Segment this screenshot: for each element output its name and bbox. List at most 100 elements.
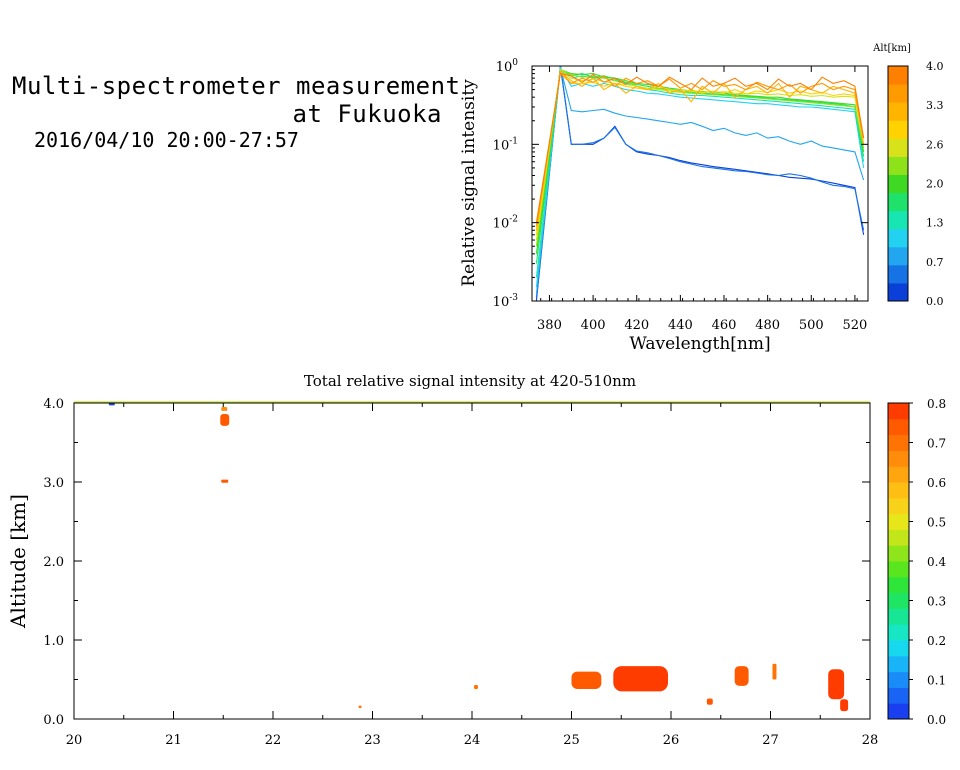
spectrum-y-tick-base: 10 <box>493 217 510 232</box>
spectrum-series-line <box>535 68 865 247</box>
intensity-colorbar-band <box>888 403 909 420</box>
spectrum-x-tick-label: 460 <box>712 318 737 333</box>
spectrum-y-tick-exp: -2 <box>509 215 518 225</box>
heatmap-x-tick-label: 28 <box>862 733 879 748</box>
intensity-colorbar: 0.0 0.1 0.2 0.3 0.4 0.5 0.6 0.7 0.8 <box>887 397 946 727</box>
altitude-colorbar-band <box>888 228 908 248</box>
intensity-colorbar-label: 0.3 <box>927 595 946 609</box>
intensity-colorbar-band <box>888 434 909 451</box>
heatmap-x-tick-label: 24 <box>464 733 481 748</box>
altitude-colorbar-label: 2.0 <box>926 178 944 191</box>
heatmap-x-tick-label: 21 <box>165 733 182 748</box>
spectrum-series-line <box>535 68 865 254</box>
spectrum-x-ticks: 380 400 420 440 460 480 500 520 <box>537 66 867 333</box>
heatmap-y-axis-label: Altitude [km] <box>6 494 30 629</box>
intensity-colorbar-band <box>888 466 909 483</box>
spectrum-y-tick-label: 100 <box>496 58 519 75</box>
altitude-colorbar-band <box>888 66 908 85</box>
spectrum-series-line <box>535 67 865 295</box>
altitude-colorbar-label: 0.0 <box>926 295 944 308</box>
altitude-colorbar-label: 4.0 <box>926 60 944 73</box>
intensity-colorbar-band <box>888 450 909 467</box>
spectrum-lines <box>535 65 865 302</box>
heatmap-cell <box>221 479 229 483</box>
chart-title-line2: at Fukuoka <box>292 100 442 128</box>
intensity-colorbar-band <box>888 608 909 625</box>
spectrum-series-line <box>535 70 865 235</box>
heatmap-plot-frame <box>73 402 871 720</box>
intensity-colorbar-band <box>888 497 909 515</box>
intensity-colorbar-band <box>888 671 909 688</box>
intensity-colorbar-band <box>888 592 909 609</box>
heatmap-cell <box>828 669 845 700</box>
spectrum-y-tick-base: 10 <box>493 138 510 153</box>
intensity-colorbar-band <box>888 687 909 704</box>
spectrum-series-line <box>535 65 865 298</box>
intensity-colorbar-label: 0.5 <box>927 516 946 530</box>
title-block: Multi-spectrometer measurement at Fukuok… <box>12 72 461 128</box>
altitude-colorbar-band <box>888 156 908 175</box>
spectrum-y-axis-label: Relative signal intensity <box>459 79 479 287</box>
intensity-colorbar-band <box>888 703 909 720</box>
heatmap-x-tick-label: 25 <box>563 733 580 748</box>
heatmap-cell <box>772 663 777 680</box>
spectrum-x-tick-label: 420 <box>624 318 649 333</box>
intensity-colorbar-label: 0.7 <box>927 437 946 451</box>
heatmap-y-ticks: 0.0 1.0 2.0 3.0 4.0 <box>43 397 870 728</box>
spectrum-x-tick-label: 480 <box>755 318 780 333</box>
intensity-colorbar-band <box>888 418 909 436</box>
intensity-colorbar-label: 0.0 <box>927 713 946 727</box>
altitude-colorbar-label: 3.3 <box>926 99 944 112</box>
heatmap-y-tick-label: 4.0 <box>43 397 64 412</box>
heatmap-y-tick-label: 1.0 <box>43 634 64 649</box>
spectrum-y-tick-base: 10 <box>496 60 513 75</box>
spectrum-series-line <box>535 72 865 227</box>
intensity-colorbar-band <box>888 545 909 562</box>
altitude-colorbar-band <box>888 138 908 157</box>
intensity-colorbar-band <box>888 482 909 499</box>
spectrum-y-tick-label: 10-1 <box>493 136 518 153</box>
spectrum-y-tick-exp: 0 <box>512 58 518 68</box>
spectrum-plot-frame <box>531 65 869 302</box>
intensity-colorbar-band <box>888 576 909 594</box>
spectrum-series-line <box>535 70 865 231</box>
heatmap-cell <box>221 406 228 411</box>
intensity-colorbar-band <box>888 640 909 657</box>
heatmap-y-tick-label: 2.0 <box>43 555 64 570</box>
spectrum-x-tick-label: 500 <box>799 318 824 333</box>
intensity-colorbar-label: 0.2 <box>927 634 946 648</box>
intensity-colorbar-label: 0.4 <box>927 555 946 569</box>
heatmap-cell <box>358 705 362 708</box>
altitude-colorbar-band <box>888 282 908 302</box>
altitude-colorbar-band <box>888 192 908 212</box>
heatmap-x-tick-label: 23 <box>364 733 381 748</box>
intensity-colorbar-label: 0.6 <box>927 476 946 490</box>
intensity-colorbar-label: 0.8 <box>927 397 946 411</box>
altitude-colorbar-band <box>888 264 908 284</box>
spectrum-x-tick-label: 520 <box>842 318 867 333</box>
altitude-colorbar-band <box>888 102 908 121</box>
heatmap-cell <box>706 698 713 705</box>
spectrum-x-tick-label: 400 <box>581 318 606 333</box>
heatmap-cell <box>473 685 478 689</box>
heatmap-y-tick-label: 0.0 <box>43 713 64 728</box>
spectrum-series-line <box>535 72 865 223</box>
intensity-colorbar-band <box>888 655 909 673</box>
intensity-colorbar-label: 0.1 <box>927 674 946 688</box>
spectrum-x-axis-label: Wavelength[nm] <box>629 334 770 354</box>
altitude-colorbar-label: 2.6 <box>926 138 944 151</box>
altitude-colorbar-label: 1.3 <box>926 217 944 230</box>
intensity-colorbar-band <box>888 529 909 546</box>
spectrum-x-tick-label: 380 <box>537 318 562 333</box>
altitude-colorbar-label: 0.7 <box>926 256 944 269</box>
altitude-colorbar-band <box>888 120 908 139</box>
spectrum-x-tick-label: 440 <box>668 318 693 333</box>
heatmap-title: Total relative signal intensity at 420-5… <box>304 372 636 390</box>
heatmap-cell <box>571 671 602 689</box>
spectrum-y-tick-base: 10 <box>493 295 510 310</box>
chart-title-line1: Multi-spectrometer measurement <box>12 72 461 100</box>
spectrum-y-tick-exp: -3 <box>509 293 518 303</box>
altitude-colorbar-band <box>888 174 908 194</box>
heatmap-x-tick-label: 27 <box>762 733 779 748</box>
